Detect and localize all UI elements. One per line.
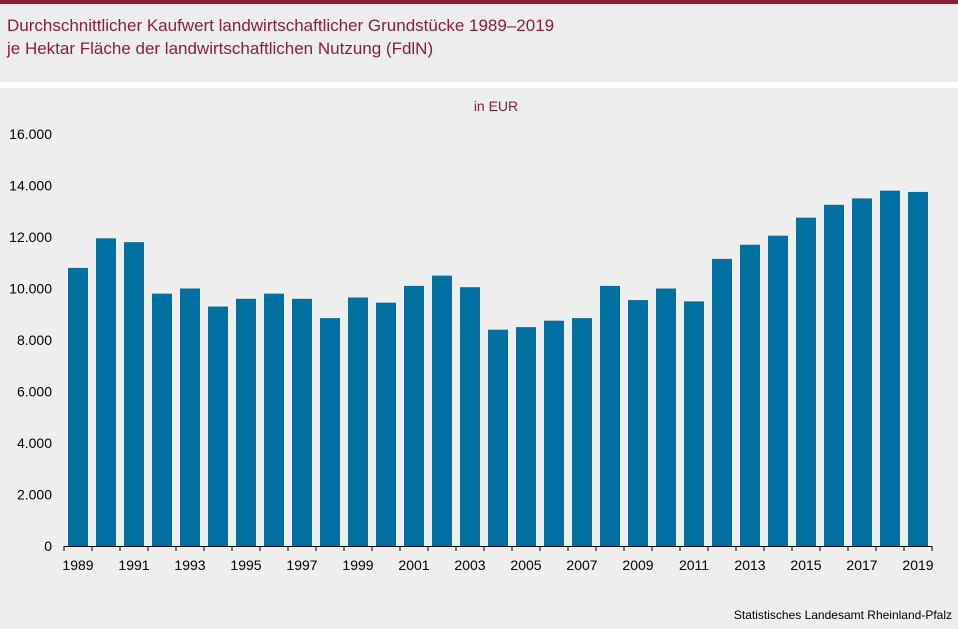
bar-1992 (152, 293, 172, 546)
bar-2008 (600, 285, 620, 546)
bar-1993 (180, 288, 200, 546)
x-tick-label: 1989 (62, 557, 93, 573)
bar-chart: in EUR 0 2.000 4.000 6.000 8.000 10.000 12.000… (9, 98, 934, 573)
chart-header: Durchschnittlicher Kaufwert landwirtscha… (0, 4, 958, 82)
y-tick-label: 0 (44, 538, 52, 554)
bar-1997 (292, 298, 312, 546)
y-axis-tick-labels: 0 2.000 4.000 6.000 8.000 10.000 12.000 14.000 1… (9, 126, 52, 554)
y-tick-label: 6.000 (17, 384, 52, 400)
x-tick-label: 1991 (118, 557, 149, 573)
y-tick-label: 8.000 (17, 332, 52, 348)
source-note: Statistisches Landesamt Rheinland-Pfalz (733, 608, 952, 622)
bar-2005 (516, 327, 536, 546)
bar-2002 (432, 275, 452, 546)
x-axis (63, 546, 933, 551)
bar-2017 (852, 198, 872, 546)
chart-title: Durchschnittlicher Kaufwert landwirtscha… (7, 16, 555, 35)
bar-2013 (740, 244, 760, 546)
x-tick-label: 2007 (566, 557, 597, 573)
header-separator (0, 82, 958, 88)
bar-2019 (908, 191, 928, 546)
bar-2003 (460, 287, 480, 546)
y-tick-label: 2.000 (17, 487, 52, 503)
bar-1999 (348, 297, 368, 546)
top-accent-rule (0, 0, 958, 4)
x-tick-label: 2011 (679, 557, 709, 573)
bar-2000 (376, 302, 396, 546)
bar-2004 (488, 329, 508, 546)
x-tick-label: 2009 (622, 557, 653, 573)
chart-subtitle: je Hektar Fläche der landwirtschaftliche… (7, 39, 434, 58)
bar-2016 (824, 204, 844, 546)
bar-2006 (544, 320, 564, 546)
bar-2010 (656, 288, 676, 546)
bar-1994 (208, 306, 228, 546)
x-tick-label: 2013 (734, 557, 765, 573)
x-tick-label: 2015 (790, 557, 821, 573)
x-tick-label: 1999 (342, 557, 373, 573)
y-tick-label: 10.000 (9, 281, 52, 297)
x-tick-label: 2003 (454, 557, 485, 573)
x-tick-label: 2019 (902, 557, 933, 573)
bar-2014 (768, 235, 788, 546)
y-tick-label: 12.000 (9, 229, 52, 245)
bar-1989 (68, 267, 88, 546)
bar-1991 (124, 242, 144, 546)
bar-2011 (684, 301, 704, 546)
bar-2009 (628, 300, 648, 546)
x-tick-label: 2001 (398, 557, 429, 573)
bar-2018 (880, 190, 900, 546)
y-tick-label: 14.000 (9, 178, 52, 194)
x-tick-label: 2005 (510, 557, 541, 573)
bar-1996 (264, 293, 284, 546)
bar-2007 (572, 318, 592, 546)
y-tick-label: 4.000 (17, 435, 52, 451)
bar-series (68, 190, 928, 546)
bar-2012 (712, 258, 732, 546)
x-tick-label: 2017 (846, 557, 877, 573)
x-tick-label: 1993 (174, 557, 205, 573)
y-tick-label: 16.000 (9, 126, 52, 142)
x-tick-label: 1995 (230, 557, 261, 573)
bar-2001 (404, 285, 424, 546)
bar-1995 (236, 298, 256, 546)
bar-1998 (320, 318, 340, 546)
bar-2015 (796, 217, 816, 546)
unit-label: in EUR (474, 98, 518, 114)
bar-1990 (96, 238, 116, 546)
x-tick-label: 1997 (286, 557, 317, 573)
x-axis-tick-labels: 1989 1991 1993 1995 1997 1999 2001 2003 2005 2007… (62, 557, 933, 573)
